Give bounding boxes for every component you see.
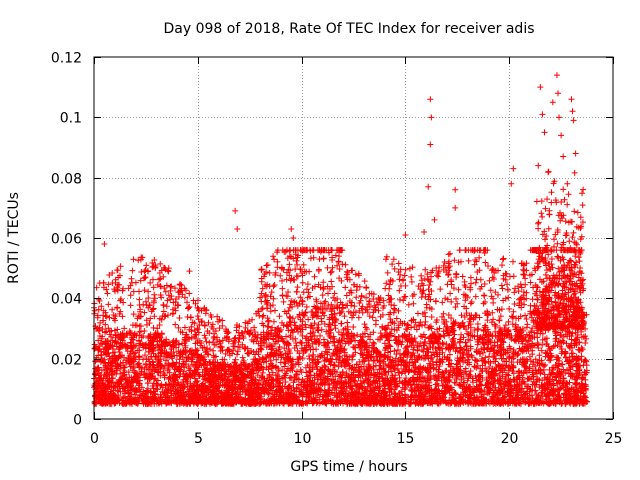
data-point (281, 345, 288, 352)
data-point (326, 381, 333, 388)
data-point (283, 333, 290, 340)
data-point (128, 348, 135, 355)
data-point (275, 367, 282, 374)
data-point (277, 359, 284, 366)
data-point (558, 332, 565, 339)
data-point (466, 371, 473, 378)
data-point (292, 340, 299, 347)
data-point (522, 337, 529, 344)
data-point (501, 384, 508, 391)
data-point (143, 372, 150, 379)
data-point (317, 332, 324, 339)
data-point (338, 320, 345, 327)
data-point (313, 346, 320, 353)
data-point (269, 324, 276, 331)
data-point (536, 352, 543, 359)
data-point (471, 363, 478, 370)
data-points (91, 72, 590, 407)
data-point (141, 366, 148, 373)
data-point (130, 342, 137, 349)
data-point (480, 340, 487, 347)
data-point (562, 349, 569, 356)
data-point (399, 338, 406, 345)
data-point (473, 357, 480, 364)
data-point (315, 327, 322, 334)
data-point (552, 330, 559, 337)
data-point (494, 349, 501, 356)
data-point (130, 363, 137, 370)
data-point (450, 335, 457, 342)
data-point (103, 349, 110, 356)
data-point (560, 384, 567, 391)
data-point (303, 369, 310, 376)
data-point (460, 350, 467, 357)
data-point (319, 380, 326, 387)
data-point (306, 353, 313, 360)
data-point (315, 321, 322, 328)
data-point (165, 360, 172, 367)
data-point (534, 334, 541, 341)
data-point (496, 362, 503, 369)
data-point (484, 311, 491, 318)
data-point (489, 365, 496, 372)
data-point (351, 344, 358, 351)
data-point (282, 378, 289, 385)
data-point (349, 353, 356, 360)
chart-title: Day 098 of 2018, Rate Of TEC Index for r… (163, 21, 534, 37)
data-point (538, 347, 545, 354)
data-point (158, 381, 165, 388)
data-point (508, 359, 515, 366)
data-point (332, 325, 339, 332)
data-point (306, 343, 313, 350)
data-point (311, 320, 318, 327)
data-point (135, 360, 142, 367)
data-point (302, 321, 309, 328)
data-point (361, 379, 368, 386)
data-point (532, 387, 539, 394)
data-point (322, 348, 329, 355)
data-point (371, 357, 378, 364)
data-point (141, 327, 148, 334)
data-point (464, 330, 471, 337)
data-point (486, 353, 493, 360)
